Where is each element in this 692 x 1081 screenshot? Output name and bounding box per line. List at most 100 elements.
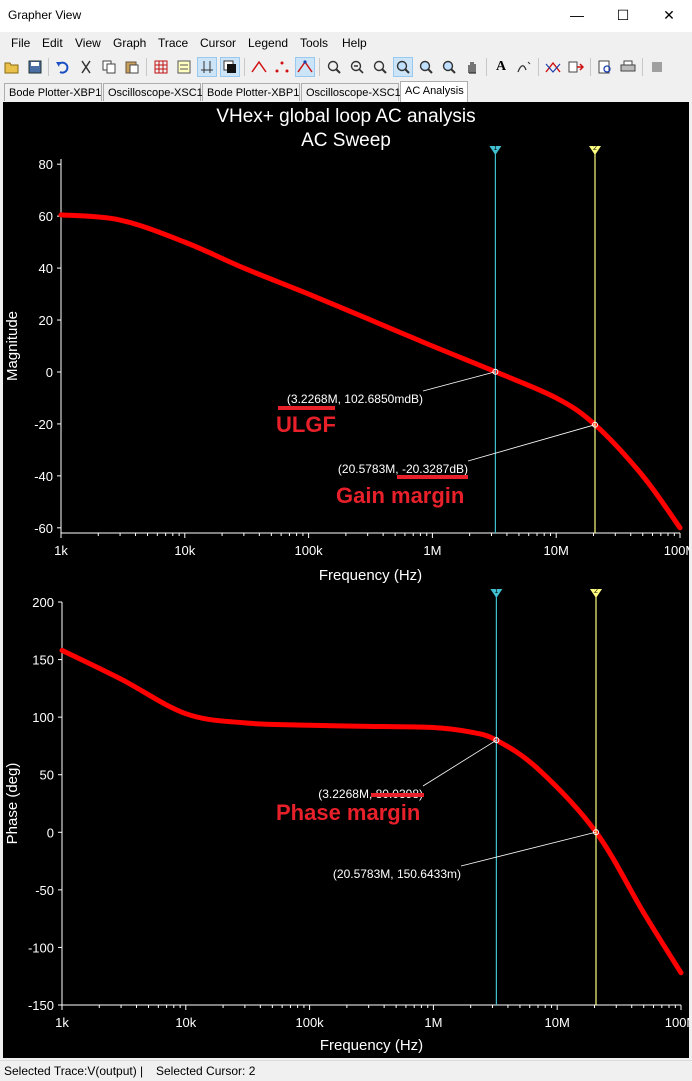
cursor-1-point xyxy=(493,737,500,744)
cursor-2-leader xyxy=(467,424,596,462)
menu-view[interactable]: View xyxy=(75,36,101,50)
cursor-2-marker xyxy=(590,589,603,598)
cursor-1-number: 1 xyxy=(494,588,498,595)
copy-icon[interactable] xyxy=(99,57,119,77)
menu-file[interactable]: File xyxy=(11,36,31,50)
zoom-x-icon[interactable] xyxy=(416,57,436,77)
zoom-y-icon[interactable] xyxy=(439,57,459,77)
cursor-1-marker xyxy=(489,146,502,155)
menu-edit[interactable]: Edit xyxy=(42,36,63,50)
tab-oscilloscope-1[interactable]: Oscilloscope-XSC1 xyxy=(103,83,203,101)
select-marks-icon[interactable] xyxy=(272,57,292,77)
menu-help[interactable]: Help xyxy=(342,36,367,50)
y-axis-label: Magnitude xyxy=(4,311,21,381)
save-icon[interactable] xyxy=(25,57,45,77)
y-tick-label: 150 xyxy=(32,653,54,668)
menu-cursor[interactable]: Cursor xyxy=(200,36,237,50)
export-icon[interactable] xyxy=(566,57,586,77)
cursor-2-readout: (20.5783M, 150.6433m) xyxy=(333,867,461,881)
y-tick-label: -150 xyxy=(28,998,54,1013)
plot-area[interactable]: VHex+ global loop AC analysis AC Sweep 8… xyxy=(3,102,692,1058)
gain-margin-annotation: Gain margin xyxy=(336,483,464,508)
x-tick-label: 10k xyxy=(174,543,195,558)
y-tick-label: 80 xyxy=(39,157,53,172)
cursor-2-number: 2 xyxy=(594,588,598,595)
menu-legend[interactable]: Legend xyxy=(248,36,289,50)
y-tick-label: -50 xyxy=(35,883,54,898)
menu-trace[interactable]: Trace xyxy=(158,36,189,50)
title-bar: Grapher View — ☐ ✕ xyxy=(0,0,692,32)
y-tick-label: 50 xyxy=(40,768,54,783)
cursor-1-readout: (3.2268M, 102.6850mdB) xyxy=(287,392,423,406)
status-separator: | xyxy=(140,1064,144,1078)
x-tick-label: 1k xyxy=(54,543,68,558)
x-axis-label: Frequency (Hz) xyxy=(320,1037,423,1054)
show-select-marks-icon[interactable] xyxy=(249,57,269,77)
window-title: Grapher View xyxy=(8,8,82,22)
y-tick-label: 100 xyxy=(32,710,54,725)
y-tick-label: -60 xyxy=(34,521,53,536)
cursor-2-marker xyxy=(589,146,602,155)
print-icon[interactable] xyxy=(618,57,638,77)
print-preview-icon[interactable] xyxy=(595,57,615,77)
cursor-2-point xyxy=(593,829,600,836)
y-axis-label: Phase (deg) xyxy=(4,763,21,845)
paste-icon[interactable] xyxy=(122,57,142,77)
pan-icon[interactable] xyxy=(462,57,482,77)
zoom-full-icon[interactable] xyxy=(393,57,413,77)
cursor-1-marker xyxy=(490,589,503,598)
overlay-traces-icon[interactable] xyxy=(543,57,563,77)
y-tick-label: 0 xyxy=(47,825,54,840)
plot-subtitle: AC Sweep xyxy=(301,130,391,151)
x-tick-label: 1k xyxy=(55,1015,69,1030)
x-tick-label: 100M xyxy=(665,1015,689,1030)
stop-icon[interactable] xyxy=(647,57,667,77)
cursor-2-leader xyxy=(460,831,597,867)
x-tick-label: 100k xyxy=(295,1015,324,1030)
zoom-area-icon[interactable] xyxy=(370,57,390,77)
status-selected-cursor: Selected Cursor: 2 xyxy=(156,1064,256,1078)
x-tick-label: 100M xyxy=(664,543,689,558)
status-bar: Selected Trace:V(output) | Selected Curs… xyxy=(0,1060,692,1081)
menu-bar: File Edit View Graph Trace Cursor Legend… xyxy=(0,32,692,54)
menu-tools[interactable]: Tools xyxy=(300,36,329,50)
add-graph-icon[interactable] xyxy=(514,57,534,77)
show-marks-icon[interactable] xyxy=(295,57,315,77)
cursors-icon[interactable] xyxy=(197,57,217,77)
toolbar: A xyxy=(0,54,692,81)
x-axis-label: Frequency (Hz) xyxy=(319,567,422,584)
open-icon[interactable] xyxy=(2,57,22,77)
magnitude-trace xyxy=(58,212,683,531)
plot-canvas[interactable]: VHex+ global loop AC analysis AC Sweep 8… xyxy=(3,102,692,1058)
tab-ac-analysis[interactable]: AC Analysis xyxy=(400,81,468,102)
reverse-colors-icon[interactable] xyxy=(220,57,240,77)
close-button[interactable]: ✕ xyxy=(663,6,675,23)
minimize-button[interactable]: — xyxy=(570,7,584,23)
y-tick-label: 40 xyxy=(39,261,53,276)
y-tick-label: 60 xyxy=(39,209,53,224)
cursor-2-readout: (20.5783M, -20.3287dB) xyxy=(338,462,468,476)
tab-bode-plotter-1[interactable]: Bode Plotter-XBP1 xyxy=(4,83,102,101)
y-tick-label: 20 xyxy=(39,313,53,328)
y-tick-label: -100 xyxy=(28,940,54,955)
phase-trace xyxy=(59,647,684,976)
tab-oscilloscope-2[interactable]: Oscilloscope-XSC1 xyxy=(301,83,401,101)
tab-bode-plotter-2[interactable]: Bode Plotter-XBP1 xyxy=(202,83,300,101)
y-tick-label: 0 xyxy=(46,365,53,380)
zoom-in-icon[interactable] xyxy=(324,57,344,77)
text-icon[interactable]: A xyxy=(495,59,507,74)
maximize-button[interactable]: ☐ xyxy=(616,6,630,23)
legend-icon[interactable] xyxy=(174,57,194,77)
x-tick-label: 1M xyxy=(423,543,441,558)
cut-icon[interactable] xyxy=(76,57,96,77)
cursor-1-number: 1 xyxy=(493,145,497,152)
cursor-1-leader xyxy=(422,739,497,787)
x-tick-label: 100k xyxy=(294,543,323,558)
undo-icon[interactable] xyxy=(53,57,73,77)
grid-icon[interactable] xyxy=(151,57,171,77)
zoom-out-icon[interactable] xyxy=(347,57,367,77)
cursor-1-point xyxy=(492,368,499,375)
menu-graph[interactable]: Graph xyxy=(113,36,147,50)
